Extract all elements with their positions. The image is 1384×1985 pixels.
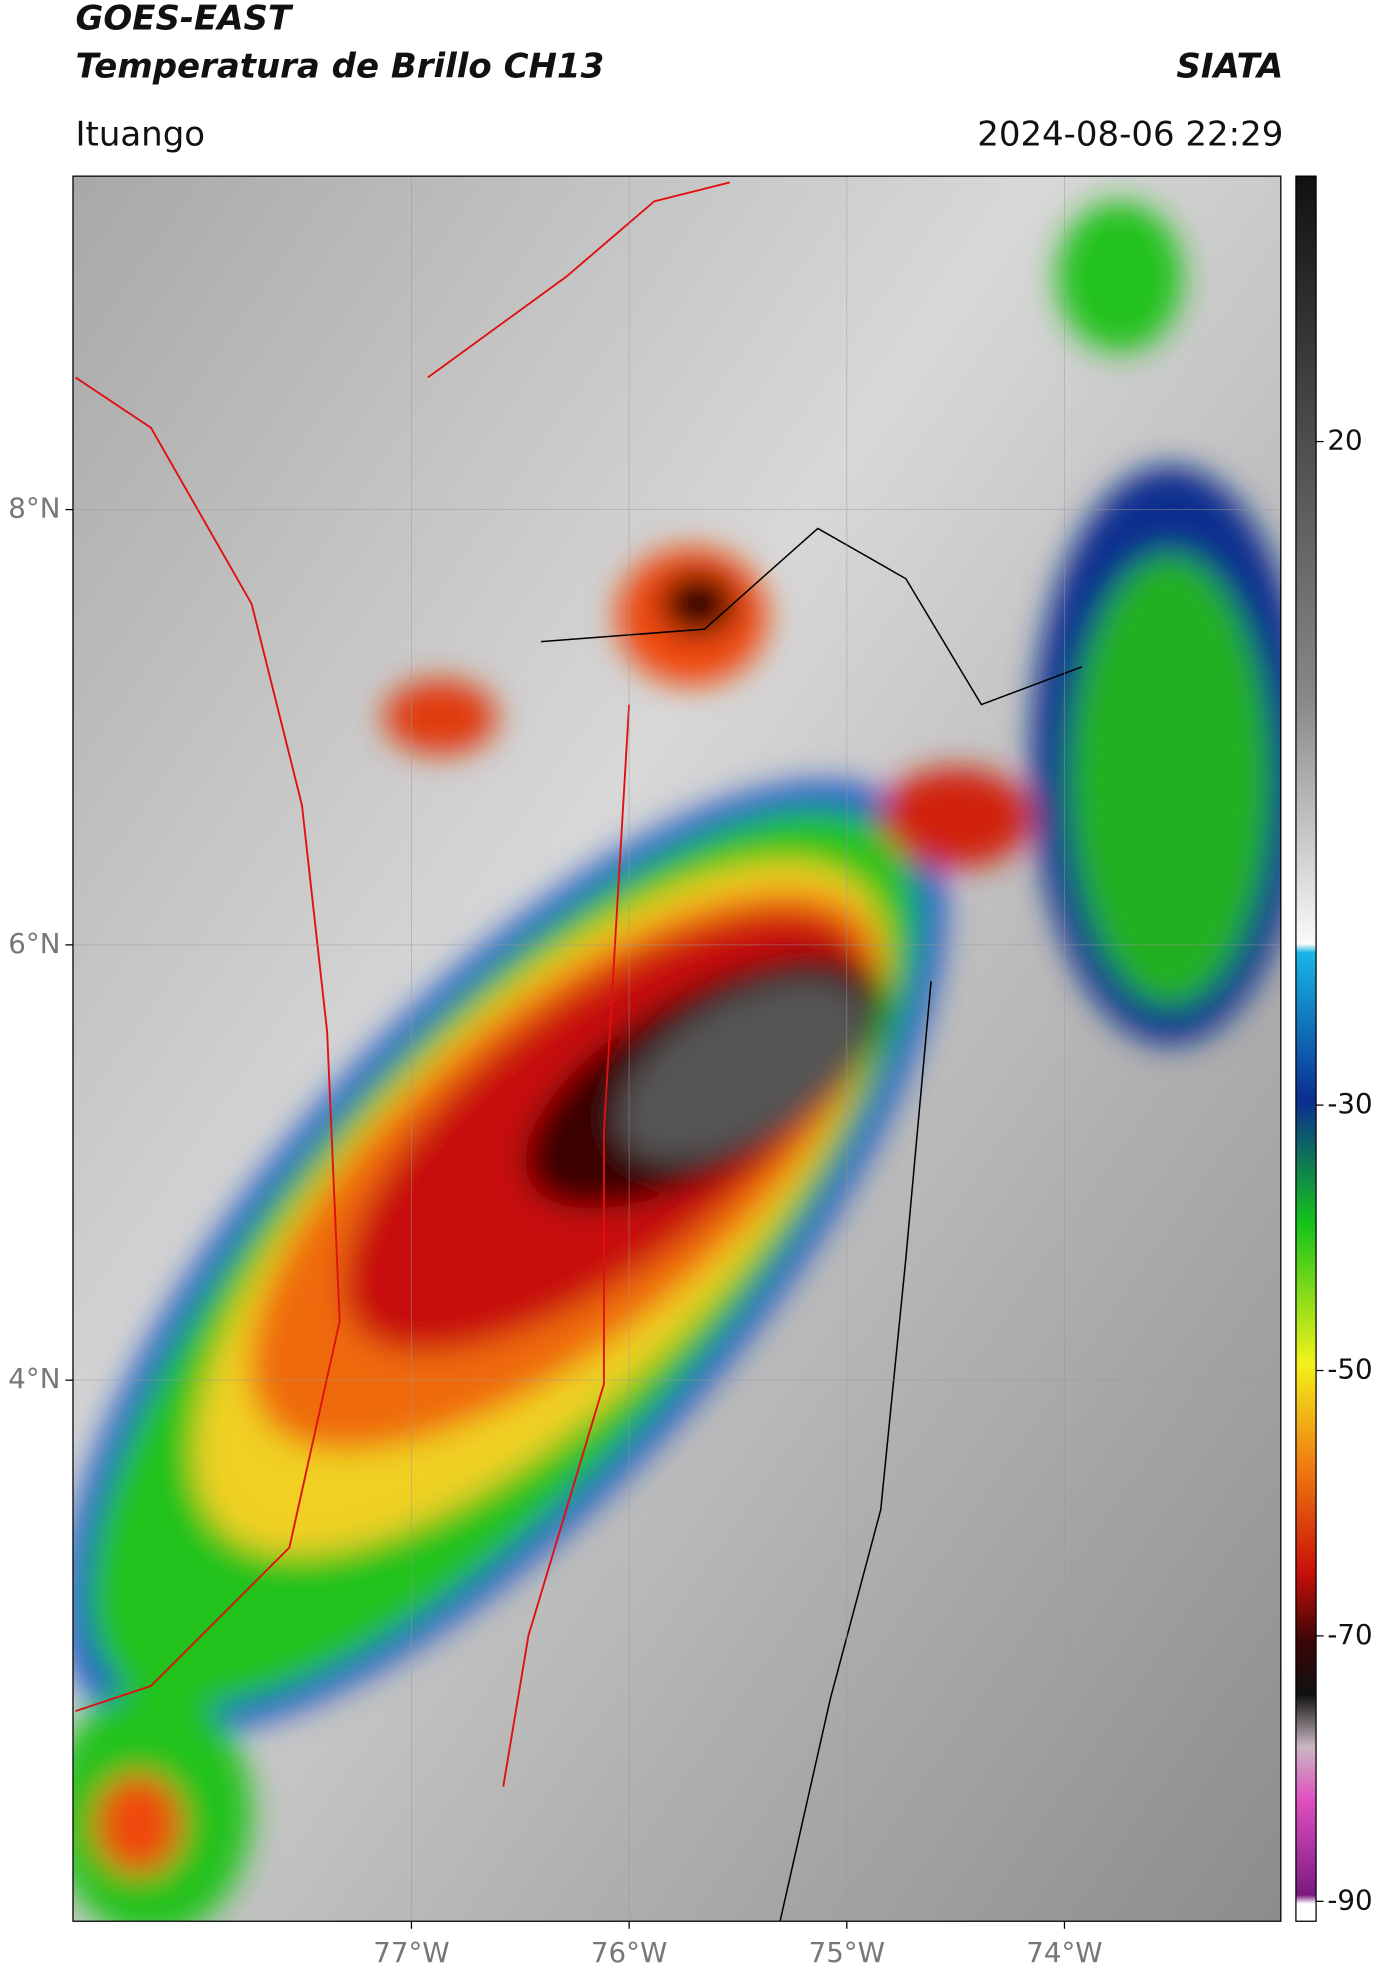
satellite-image (72, 176, 1281, 1922)
x-tick-label: 76°W (591, 1936, 667, 1969)
colorbar-tick-label: -50 (1327, 1353, 1372, 1386)
location: Ituango (75, 114, 205, 154)
colorbar-tick-label: 20 (1327, 424, 1362, 457)
colorbar-tick-label: -70 (1327, 1618, 1372, 1651)
x-tick-label: 75°W (809, 1936, 885, 1969)
colorbar (1295, 175, 1317, 1922)
grid-layer (72, 176, 1281, 1922)
y-tick-label: 8°N (8, 492, 60, 525)
x-tick-label: 74°W (1026, 1936, 1102, 1969)
y-tick-label: 6°N (8, 927, 60, 960)
datetime: 2024-08-06 22:29 (977, 114, 1283, 154)
y-tick-label: 4°N (8, 1362, 60, 1395)
colorbar-tick-label: -90 (1327, 1883, 1372, 1916)
colorbar-tick-label: -30 (1327, 1087, 1372, 1120)
x-tick-label: 77°W (373, 1936, 449, 1969)
title-line2: Temperatura de Brillo CH13 (75, 46, 604, 86)
title-line1: GOES-EAST (75, 0, 293, 39)
source: SIATA (1176, 46, 1283, 86)
map-frame (72, 175, 1282, 1922)
